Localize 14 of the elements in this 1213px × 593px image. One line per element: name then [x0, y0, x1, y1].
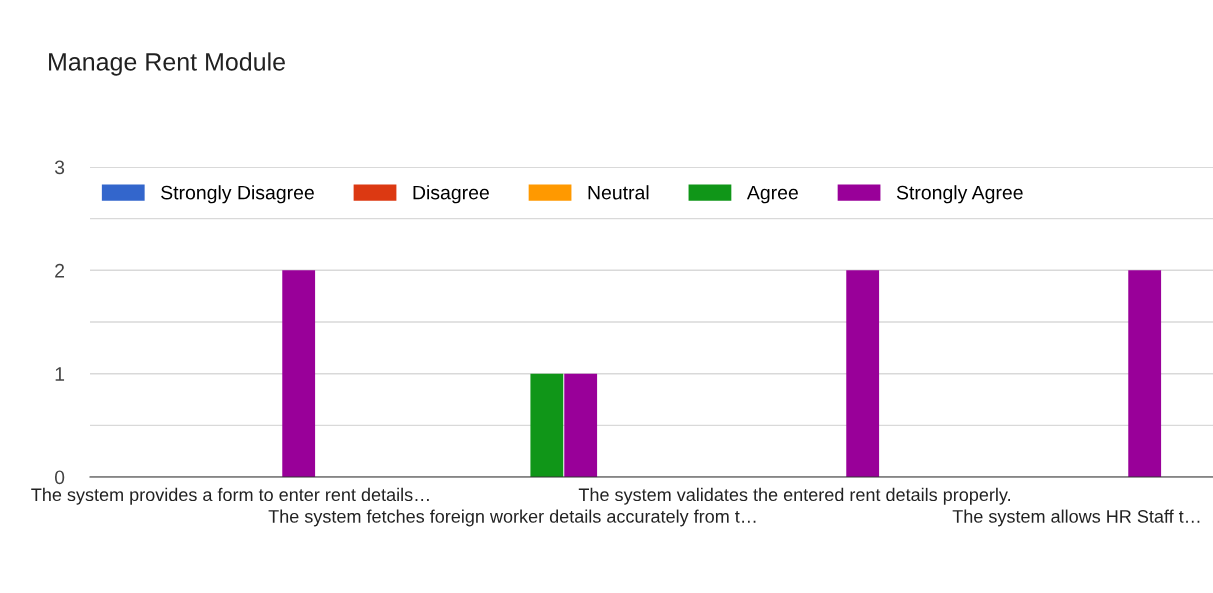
legend-label: Strongly Agree: [896, 185, 1023, 204]
x-tick-label: The system provides a form to enter rent details…: [31, 487, 429, 505]
legend-label: Neutral: [588, 185, 649, 200]
y-tick-label: 3: [54, 160, 65, 175]
legend-label: Disagree: [413, 185, 489, 204]
x-tick-label: The system fetches foreign worker details accurately from t…: [268, 509, 756, 527]
y-tick-label: 0: [54, 470, 65, 485]
y-tick-label: 2: [55, 263, 65, 278]
chart-title: Manage Rent Module: [49, 52, 285, 76]
x-tick-label: The system validates the entered rent details properly.: [578, 487, 1010, 505]
legend-label: Agree: [746, 185, 798, 204]
legend-label: Strongly Disagree: [161, 185, 314, 204]
x-tick-label: The system allows HR Staff t…: [952, 509, 1200, 527]
y-tick-label: 1: [55, 367, 65, 381]
